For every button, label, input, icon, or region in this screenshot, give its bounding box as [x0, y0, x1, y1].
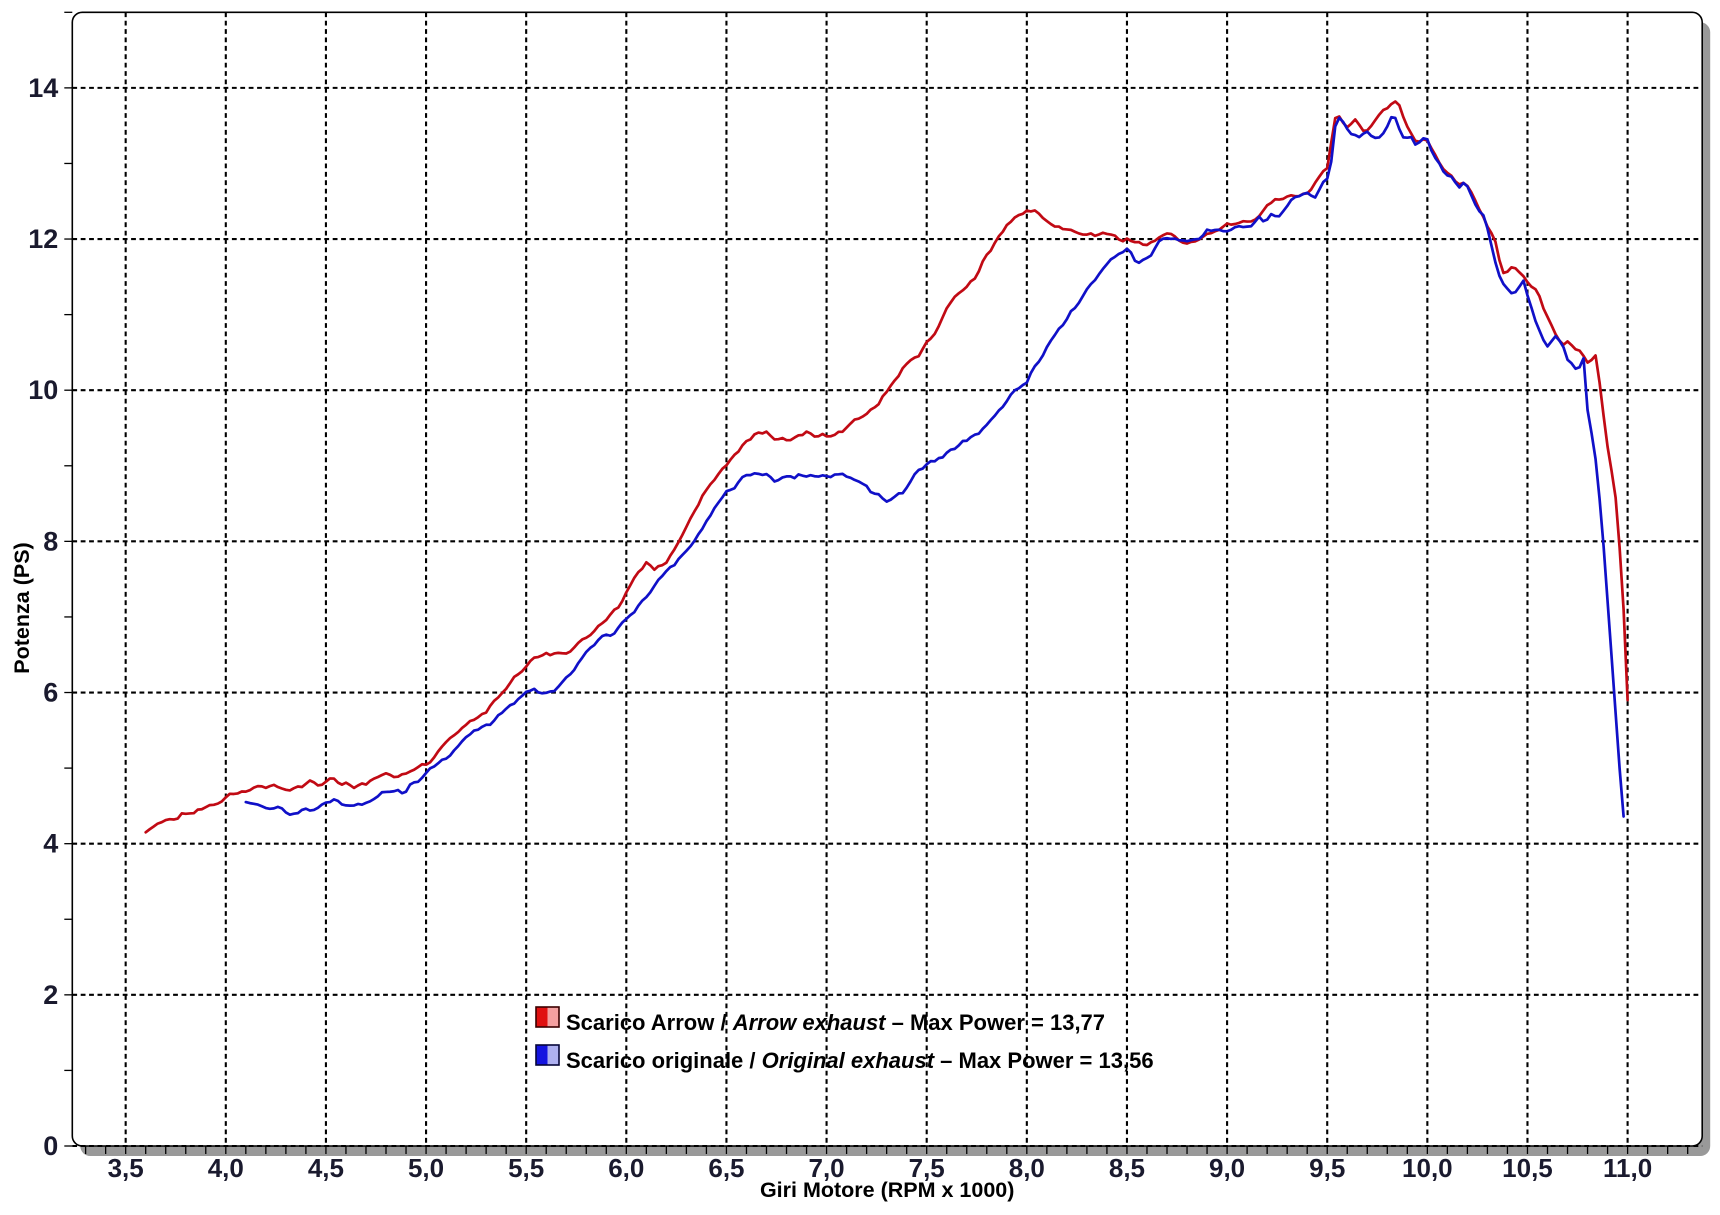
- svg-text:5,5: 5,5: [508, 1153, 544, 1183]
- svg-text:6,5: 6,5: [708, 1153, 744, 1183]
- svg-text:4,0: 4,0: [208, 1153, 244, 1183]
- svg-text:2: 2: [43, 980, 58, 1010]
- svg-text:6,0: 6,0: [608, 1153, 644, 1183]
- svg-text:12: 12: [28, 224, 58, 254]
- svg-text:10,5: 10,5: [1502, 1153, 1553, 1183]
- svg-text:10: 10: [28, 375, 58, 405]
- svg-text:4: 4: [43, 829, 58, 859]
- svg-text:11,0: 11,0: [1603, 1153, 1652, 1183]
- svg-text:8: 8: [43, 526, 58, 556]
- svg-text:9,5: 9,5: [1309, 1153, 1345, 1183]
- svg-text:9,0: 9,0: [1209, 1153, 1245, 1183]
- svg-text:5,0: 5,0: [408, 1153, 444, 1183]
- svg-text:14: 14: [28, 73, 58, 103]
- svg-text:Scarico Arrow / Arrow exhaust: Scarico Arrow / Arrow exhaust – Max Powe…: [566, 1010, 1105, 1035]
- svg-text:3,5: 3,5: [108, 1153, 144, 1183]
- svg-text:Potenza (PS): Potenza (PS): [10, 542, 34, 673]
- svg-text:4,5: 4,5: [308, 1153, 344, 1183]
- svg-text:8,5: 8,5: [1109, 1153, 1145, 1183]
- svg-text:Scarico originale / Original e: Scarico originale / Original exhaust – M…: [566, 1048, 1154, 1073]
- svg-text:10,0: 10,0: [1402, 1153, 1453, 1183]
- svg-text:0: 0: [43, 1131, 58, 1161]
- svg-text:Giri Motore (RPM x 1000): Giri Motore (RPM x 1000): [760, 1178, 1014, 1202]
- svg-text:6: 6: [43, 678, 58, 708]
